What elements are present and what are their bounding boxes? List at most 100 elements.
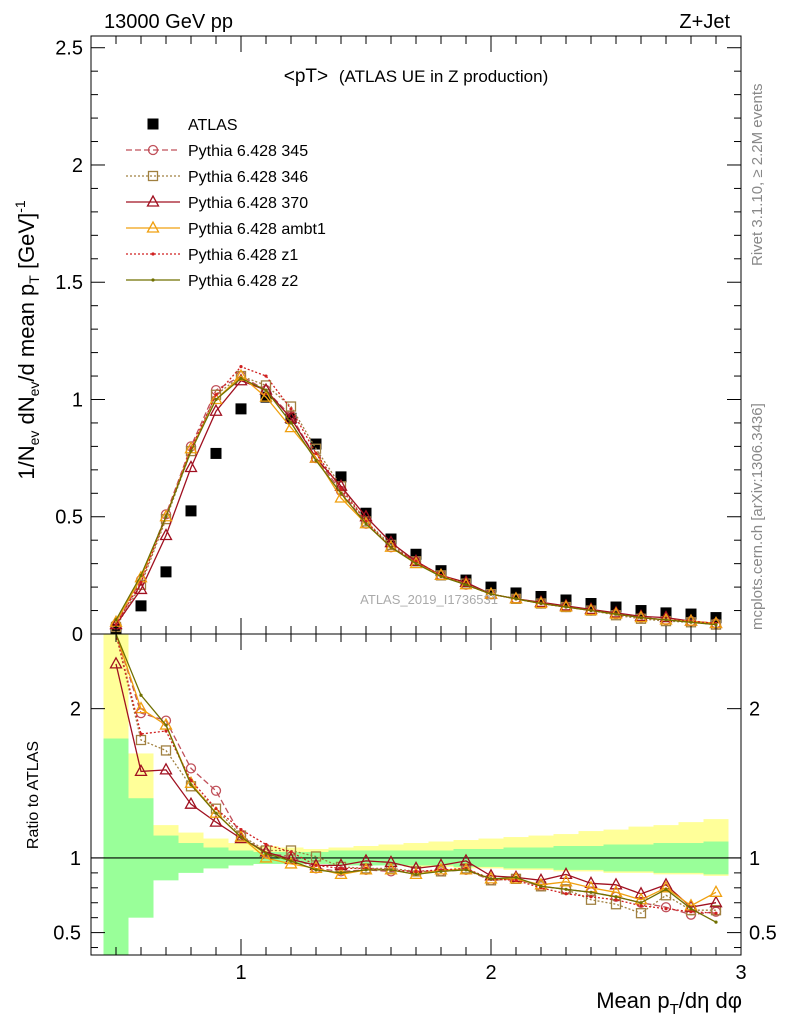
data-point bbox=[439, 574, 443, 579]
ratio-point bbox=[289, 850, 293, 854]
data-point bbox=[210, 447, 222, 459]
legend-marker bbox=[151, 252, 155, 256]
data-point bbox=[689, 620, 693, 624]
data-point bbox=[159, 528, 173, 541]
ratio-point bbox=[139, 693, 143, 697]
x-tick-label: 2 bbox=[485, 962, 496, 984]
y-tick-label: 1 bbox=[72, 389, 83, 411]
data-point bbox=[314, 451, 318, 456]
legend-label: Pythia 6.428 z1 bbox=[188, 247, 298, 264]
data-point bbox=[359, 516, 373, 529]
series-6 bbox=[114, 376, 718, 627]
ratio-point bbox=[139, 732, 143, 736]
ratio-point bbox=[539, 884, 543, 888]
data-point bbox=[589, 608, 593, 613]
ratio-point bbox=[660, 902, 672, 913]
ratio-point bbox=[389, 868, 393, 872]
ratio-point bbox=[134, 701, 148, 714]
data-point bbox=[209, 392, 223, 405]
legend-marker bbox=[151, 278, 155, 282]
data-point bbox=[259, 389, 273, 402]
ratio-point bbox=[314, 863, 318, 868]
ratio-point bbox=[689, 910, 693, 914]
data-point bbox=[189, 449, 193, 453]
ratio-point bbox=[259, 850, 273, 863]
data-point bbox=[159, 509, 173, 522]
ratio-point bbox=[164, 723, 168, 727]
data-point bbox=[214, 397, 218, 402]
data-point bbox=[314, 458, 318, 463]
ratio-y-axis-title: Ratio to ATLAS bbox=[25, 741, 42, 849]
ratio-point bbox=[689, 907, 693, 911]
ratio-point bbox=[635, 908, 647, 919]
data-point bbox=[389, 545, 393, 549]
main-panel-series bbox=[109, 365, 723, 635]
ratio-point bbox=[414, 869, 418, 873]
uncertainty-band-inner bbox=[103, 738, 129, 955]
ratio-point bbox=[159, 762, 173, 775]
data-point bbox=[135, 600, 147, 612]
data-point bbox=[414, 559, 418, 563]
ratio-point bbox=[564, 887, 568, 891]
ratio-point bbox=[284, 856, 298, 869]
legend-label: Pythia 6.428 z2 bbox=[188, 273, 298, 290]
ratio-series-5 bbox=[115, 633, 718, 924]
data-point bbox=[364, 522, 368, 526]
ratio-point bbox=[714, 920, 718, 924]
legend-marker bbox=[146, 220, 160, 233]
ratio-point bbox=[339, 871, 343, 875]
ratio-point bbox=[264, 851, 268, 856]
ratio-point bbox=[264, 842, 268, 847]
ratio-point bbox=[184, 796, 198, 809]
ratio-point bbox=[559, 874, 573, 887]
legend-marker bbox=[146, 194, 160, 207]
data-point bbox=[239, 365, 243, 369]
ratio-point bbox=[714, 911, 718, 915]
legend-entry: Pythia 6.428 370 bbox=[126, 194, 308, 212]
ratio-y-tick-label-right: 2 bbox=[749, 699, 760, 721]
ratio-point bbox=[384, 862, 398, 875]
data-point bbox=[714, 623, 718, 627]
legend-entry: ATLAS bbox=[147, 117, 238, 134]
data-point bbox=[414, 562, 418, 566]
ratio-point bbox=[334, 867, 348, 880]
ratio-point bbox=[614, 898, 618, 902]
data-point bbox=[235, 403, 247, 415]
data-point bbox=[339, 487, 343, 491]
ratio-point bbox=[214, 811, 218, 815]
ratio-point bbox=[239, 835, 243, 839]
data-point bbox=[614, 612, 618, 616]
ratio-point bbox=[384, 855, 398, 868]
ratio-point bbox=[664, 887, 668, 891]
ratio-point bbox=[589, 895, 593, 899]
rivet-note: Rivet 3.1.10, ≥ 2.2M events bbox=[749, 84, 766, 267]
ratio-point bbox=[709, 884, 723, 897]
ratio-y-tick-label-right: 0.5 bbox=[749, 923, 777, 945]
ratio-y-tick-label-right: 1 bbox=[749, 848, 760, 870]
ratio-point bbox=[514, 875, 518, 879]
ratio-point bbox=[164, 729, 168, 733]
data-point bbox=[160, 566, 172, 578]
ratio-panel-series bbox=[109, 633, 723, 924]
legend-marker bbox=[147, 118, 159, 130]
ratio-y-tick-label-left: 2 bbox=[70, 699, 81, 721]
data-point bbox=[185, 505, 197, 517]
ratio-point bbox=[314, 868, 318, 872]
ratio-point bbox=[664, 907, 668, 911]
ratio-point bbox=[639, 904, 643, 908]
data-point bbox=[264, 374, 268, 378]
plot-title: <pT> (ATLAS UE in Z production) bbox=[284, 66, 549, 87]
ratio-point bbox=[234, 831, 248, 844]
data-point bbox=[209, 403, 223, 416]
ratio-point bbox=[185, 763, 197, 774]
data-point bbox=[639, 615, 643, 620]
ratio-point bbox=[159, 717, 173, 730]
ratio-point bbox=[239, 827, 243, 832]
y-tick-label: 0 bbox=[72, 624, 83, 646]
legend-entry: Pythia 6.428 ambt1 bbox=[126, 220, 326, 238]
data-point bbox=[464, 583, 468, 587]
ratio-point bbox=[214, 807, 218, 811]
data-point bbox=[264, 388, 268, 392]
ratio-point bbox=[634, 886, 648, 899]
